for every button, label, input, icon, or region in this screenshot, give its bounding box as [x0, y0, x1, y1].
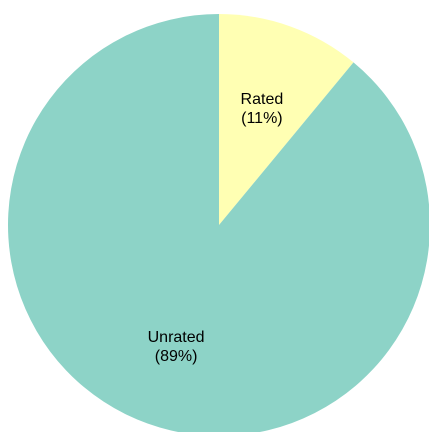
slice-label-rated: Rated	[241, 91, 284, 108]
labels-layer: Rated (11%) Unrated (89%)	[148, 91, 284, 365]
slice-percent-unrated: (89%)	[155, 348, 198, 365]
slices-layer	[8, 14, 429, 432]
pie-slice-rated	[219, 14, 354, 225]
slice-label-unrated: Unrated	[148, 329, 205, 346]
slice-percent-rated: (11%)	[241, 110, 283, 127]
pie-slice-unrated	[8, 14, 429, 432]
